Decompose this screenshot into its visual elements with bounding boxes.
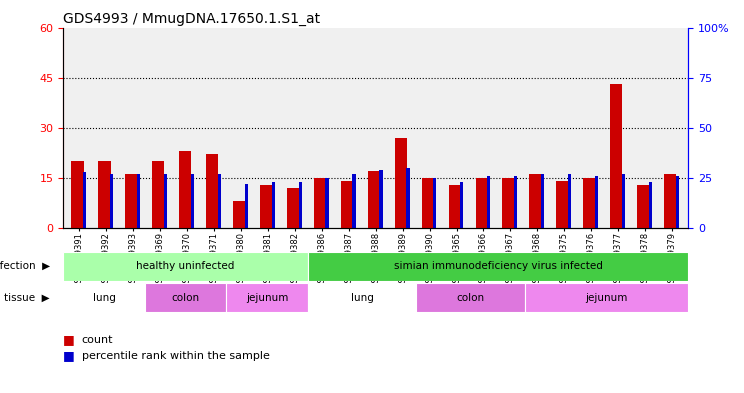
Bar — [226, 283, 308, 312]
Bar — [110, 174, 113, 228]
Text: percentile rank within the sample: percentile rank within the sample — [82, 351, 270, 361]
Bar — [395, 138, 407, 228]
Bar — [98, 161, 111, 228]
Bar — [417, 283, 525, 312]
Bar — [179, 151, 191, 228]
Bar — [153, 161, 164, 228]
Bar — [502, 178, 515, 228]
Text: colon: colon — [171, 293, 199, 303]
Bar — [218, 174, 221, 228]
Text: colon: colon — [457, 293, 485, 303]
Bar — [461, 182, 464, 228]
Bar — [287, 188, 299, 228]
Text: count: count — [82, 335, 113, 345]
Bar — [353, 174, 356, 228]
Bar — [145, 283, 226, 312]
Bar — [637, 185, 650, 228]
Bar — [63, 283, 145, 312]
Bar — [125, 174, 138, 228]
Bar — [379, 170, 382, 228]
Bar — [206, 154, 218, 228]
Bar — [164, 174, 167, 228]
Bar — [557, 181, 568, 228]
Bar — [233, 201, 246, 228]
Bar — [298, 182, 302, 228]
Bar — [541, 174, 544, 228]
Bar — [649, 182, 652, 228]
Text: jejunum: jejunum — [586, 293, 628, 303]
Bar — [422, 178, 434, 228]
Bar — [487, 176, 490, 228]
Text: ■: ■ — [63, 333, 75, 347]
Text: ■: ■ — [63, 349, 75, 362]
Text: lung: lung — [350, 293, 373, 303]
Bar — [583, 178, 595, 228]
Bar — [308, 252, 688, 281]
Bar — [245, 184, 248, 228]
Bar — [530, 174, 542, 228]
Bar — [71, 161, 83, 228]
Text: lung: lung — [92, 293, 115, 303]
Bar — [406, 168, 409, 228]
Text: jejunum: jejunum — [246, 293, 288, 303]
Bar — [341, 181, 353, 228]
Bar — [610, 84, 622, 228]
Bar — [63, 252, 308, 281]
Bar — [83, 172, 86, 228]
Bar — [308, 283, 417, 312]
Bar — [314, 178, 326, 228]
Text: infection  ▶: infection ▶ — [0, 261, 50, 271]
Bar — [368, 171, 380, 228]
Bar — [433, 178, 437, 228]
Bar — [137, 174, 140, 228]
Text: healthy uninfected: healthy uninfected — [136, 261, 234, 271]
Bar — [676, 176, 679, 228]
Bar — [514, 176, 517, 228]
Bar — [525, 283, 688, 312]
Bar — [622, 174, 625, 228]
Bar — [449, 185, 461, 228]
Bar — [260, 185, 272, 228]
Bar — [475, 178, 487, 228]
Bar — [190, 174, 194, 228]
Text: GDS4993 / MmugDNA.17650.1.S1_at: GDS4993 / MmugDNA.17650.1.S1_at — [63, 13, 321, 26]
Bar — [325, 178, 329, 228]
Bar — [595, 176, 598, 228]
Text: simian immunodeficiency virus infected: simian immunodeficiency virus infected — [394, 261, 603, 271]
Bar — [272, 182, 275, 228]
Bar — [664, 174, 676, 228]
Text: tissue  ▶: tissue ▶ — [4, 293, 50, 303]
Bar — [568, 174, 571, 228]
